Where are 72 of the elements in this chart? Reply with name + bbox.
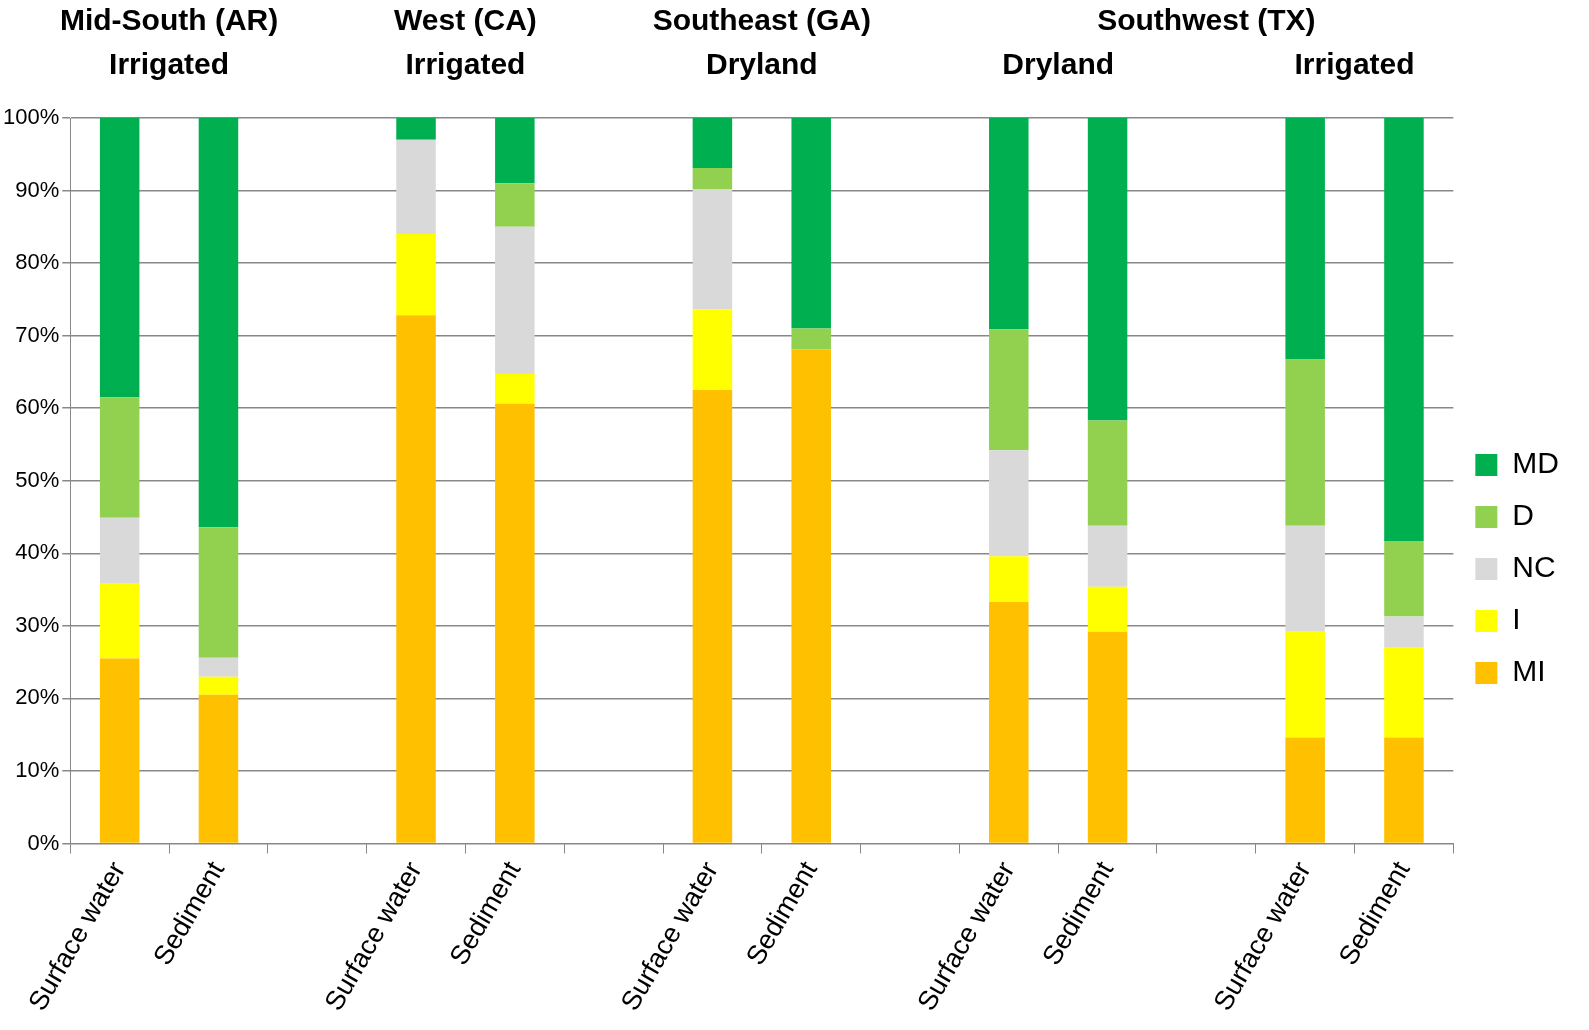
bar bbox=[99, 397, 140, 518]
bar bbox=[396, 234, 436, 316]
bar bbox=[198, 657, 239, 677]
bar bbox=[1087, 631, 1128, 843]
bar bbox=[396, 118, 436, 140]
bar bbox=[989, 556, 1029, 602]
y-tick-label: 80% bbox=[15, 249, 60, 275]
legend-label: MI bbox=[1512, 654, 1546, 688]
bar bbox=[1285, 737, 1325, 843]
bar bbox=[99, 583, 140, 659]
text: Irrigated bbox=[1294, 47, 1415, 80]
bar bbox=[1087, 525, 1128, 587]
text: Dryland bbox=[705, 47, 818, 80]
legend-label: D bbox=[1512, 498, 1535, 532]
bar bbox=[495, 118, 535, 184]
text: West (CA) bbox=[394, 3, 537, 36]
bar bbox=[692, 309, 733, 391]
bar bbox=[99, 118, 140, 398]
text: Irrigated bbox=[405, 47, 526, 80]
y-tick-label: 30% bbox=[15, 611, 60, 637]
bar bbox=[1384, 737, 1424, 843]
bar bbox=[198, 527, 239, 658]
bar bbox=[396, 315, 436, 843]
y-tick-label: 90% bbox=[15, 176, 60, 202]
bar bbox=[989, 601, 1029, 843]
bar bbox=[495, 183, 535, 227]
y-tick-label: 70% bbox=[15, 321, 60, 347]
bar bbox=[495, 403, 535, 843]
bar bbox=[1285, 631, 1325, 738]
bar bbox=[692, 390, 733, 843]
y-tick-label: 40% bbox=[15, 539, 60, 565]
bar bbox=[692, 168, 733, 190]
bar bbox=[198, 676, 239, 695]
bar bbox=[1384, 540, 1424, 617]
text: Mid-South (AR) bbox=[59, 3, 279, 36]
y-tick-label: 100% bbox=[2, 104, 60, 130]
y-tick-label: 60% bbox=[15, 394, 60, 420]
bar bbox=[791, 328, 831, 350]
bar bbox=[692, 189, 733, 310]
bar bbox=[989, 450, 1029, 557]
bar bbox=[692, 118, 733, 169]
bar bbox=[1285, 118, 1325, 360]
y-tick-label: 20% bbox=[15, 684, 60, 710]
y-tick-label: 50% bbox=[15, 466, 60, 492]
bar bbox=[1285, 525, 1325, 632]
bar bbox=[495, 226, 535, 375]
bar bbox=[396, 139, 436, 235]
bar bbox=[989, 329, 1029, 451]
bar bbox=[989, 118, 1029, 330]
bar bbox=[198, 694, 239, 843]
bar bbox=[1384, 646, 1424, 738]
y-tick-label: 10% bbox=[15, 757, 60, 783]
bar bbox=[99, 517, 140, 584]
text: Irrigated bbox=[109, 47, 230, 80]
text: Southwest (TX) bbox=[1097, 3, 1316, 36]
text: Dryland bbox=[1002, 47, 1115, 80]
bar bbox=[495, 374, 535, 404]
bar bbox=[1087, 420, 1128, 526]
bar bbox=[791, 349, 831, 843]
y-tick-label: 0% bbox=[27, 829, 60, 855]
text: Southeast (GA) bbox=[652, 3, 871, 36]
bar bbox=[1087, 118, 1128, 421]
bar bbox=[1285, 359, 1325, 526]
bar bbox=[99, 658, 140, 843]
bar bbox=[198, 118, 239, 528]
legend-label: I bbox=[1512, 602, 1521, 636]
legend-label: NC bbox=[1512, 550, 1556, 584]
legend-label: MD bbox=[1512, 446, 1559, 480]
bar bbox=[1384, 616, 1424, 647]
bar bbox=[791, 118, 831, 329]
bar bbox=[1384, 118, 1424, 541]
bar bbox=[1087, 586, 1128, 632]
